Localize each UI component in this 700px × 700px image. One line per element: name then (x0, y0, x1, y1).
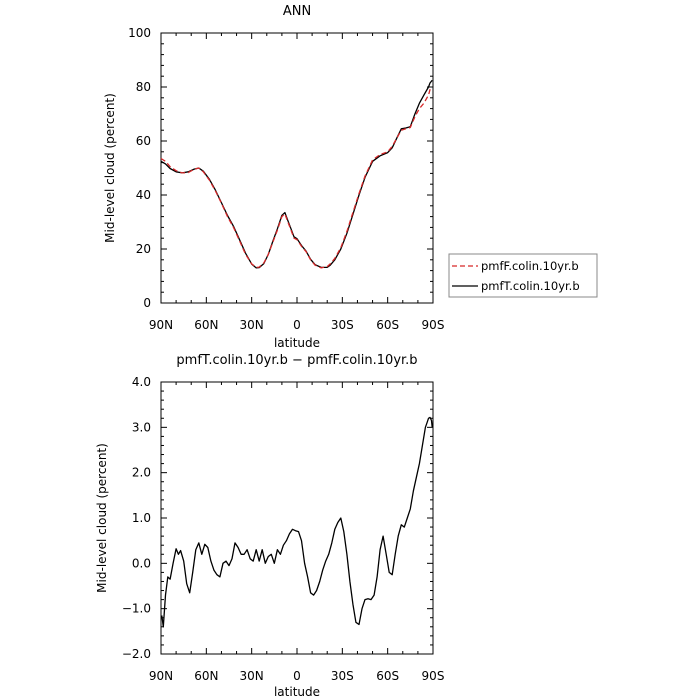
legend-entry-1: pmfF.colin.10yr.b (481, 259, 579, 273)
y-axis-label: Mid-level cloud (percent) (103, 93, 117, 243)
series-line-solid (161, 416, 433, 628)
x-tick-label: 60N (194, 318, 218, 332)
x-tick-label: 60S (376, 669, 399, 683)
x-tick-label: 0 (293, 318, 301, 332)
x-axis-label: latitude (274, 336, 320, 350)
y-tick-label: 3.0 (132, 420, 151, 434)
y-tick-label: 100 (128, 26, 151, 40)
x-axis-label: latitude (274, 685, 320, 699)
y-tick-label: 60 (136, 134, 151, 148)
chart-title: pmfT.colin.10yr.b − pmfF.colin.10yr.b (176, 353, 417, 368)
y-axis-ticks: −2.0 −1.0 0.0 1.0 2.0 3.0 4.0 (122, 375, 433, 661)
legend-box (448, 253, 598, 298)
y-axis-ticks: 0 20 40 60 80 100 (128, 26, 433, 310)
y-tick-label: −1.0 (122, 602, 151, 616)
chart-title: ANN (283, 4, 311, 19)
x-tick-label: 60N (194, 669, 218, 683)
x-axis-ticks: 90N 60N 30N 0 30S 60S 90S (149, 33, 445, 332)
legend: pmfF.colin.10yr.b pmfT.colin.10yr.b (448, 253, 598, 298)
x-tick-label: 30N (240, 669, 264, 683)
x-tick-label: 30S (331, 669, 354, 683)
legend-entry-2: pmfT.colin.10yr.b (481, 279, 580, 293)
y-tick-label: 20 (136, 242, 151, 256)
y-tick-label: −2.0 (122, 647, 151, 661)
x-tick-label: 30S (331, 318, 354, 332)
plot-frame (160, 381, 434, 655)
y-tick-label: 4.0 (132, 375, 151, 389)
plot-frame (160, 32, 434, 304)
series-line-solid (160, 79, 433, 269)
series-lines (160, 79, 433, 269)
x-tick-label: 0 (293, 669, 301, 683)
x-tick-label: 30N (240, 318, 264, 332)
x-tick-label: 90N (149, 318, 173, 332)
chart-panel-top: ANN 90N 60N 30N 0 30S 60S 90S 0 20 40 60 80 100 lat… (103, 4, 598, 350)
y-tick-label: 0.0 (132, 556, 151, 570)
x-tick-label: 90S (422, 669, 445, 683)
x-tick-label: 90N (149, 669, 173, 683)
chart-panel-bottom: pmfT.colin.10yr.b − pmfF.colin.10yr.b 90… (95, 353, 444, 699)
y-tick-label: 2.0 (132, 466, 151, 480)
y-axis-label: Mid-level cloud (percent) (95, 443, 109, 593)
y-tick-label: 0 (143, 296, 151, 310)
y-tick-label: 80 (136, 80, 151, 94)
y-tick-label: 40 (136, 188, 151, 202)
x-tick-label: 60S (376, 318, 399, 332)
y-tick-label: 1.0 (132, 511, 151, 525)
x-tick-label: 90S (422, 318, 445, 332)
series-line-dashed (160, 86, 433, 269)
x-axis-ticks: 90N 60N 30N 0 30S 60S 90S (149, 382, 445, 683)
series-lines (161, 416, 433, 628)
